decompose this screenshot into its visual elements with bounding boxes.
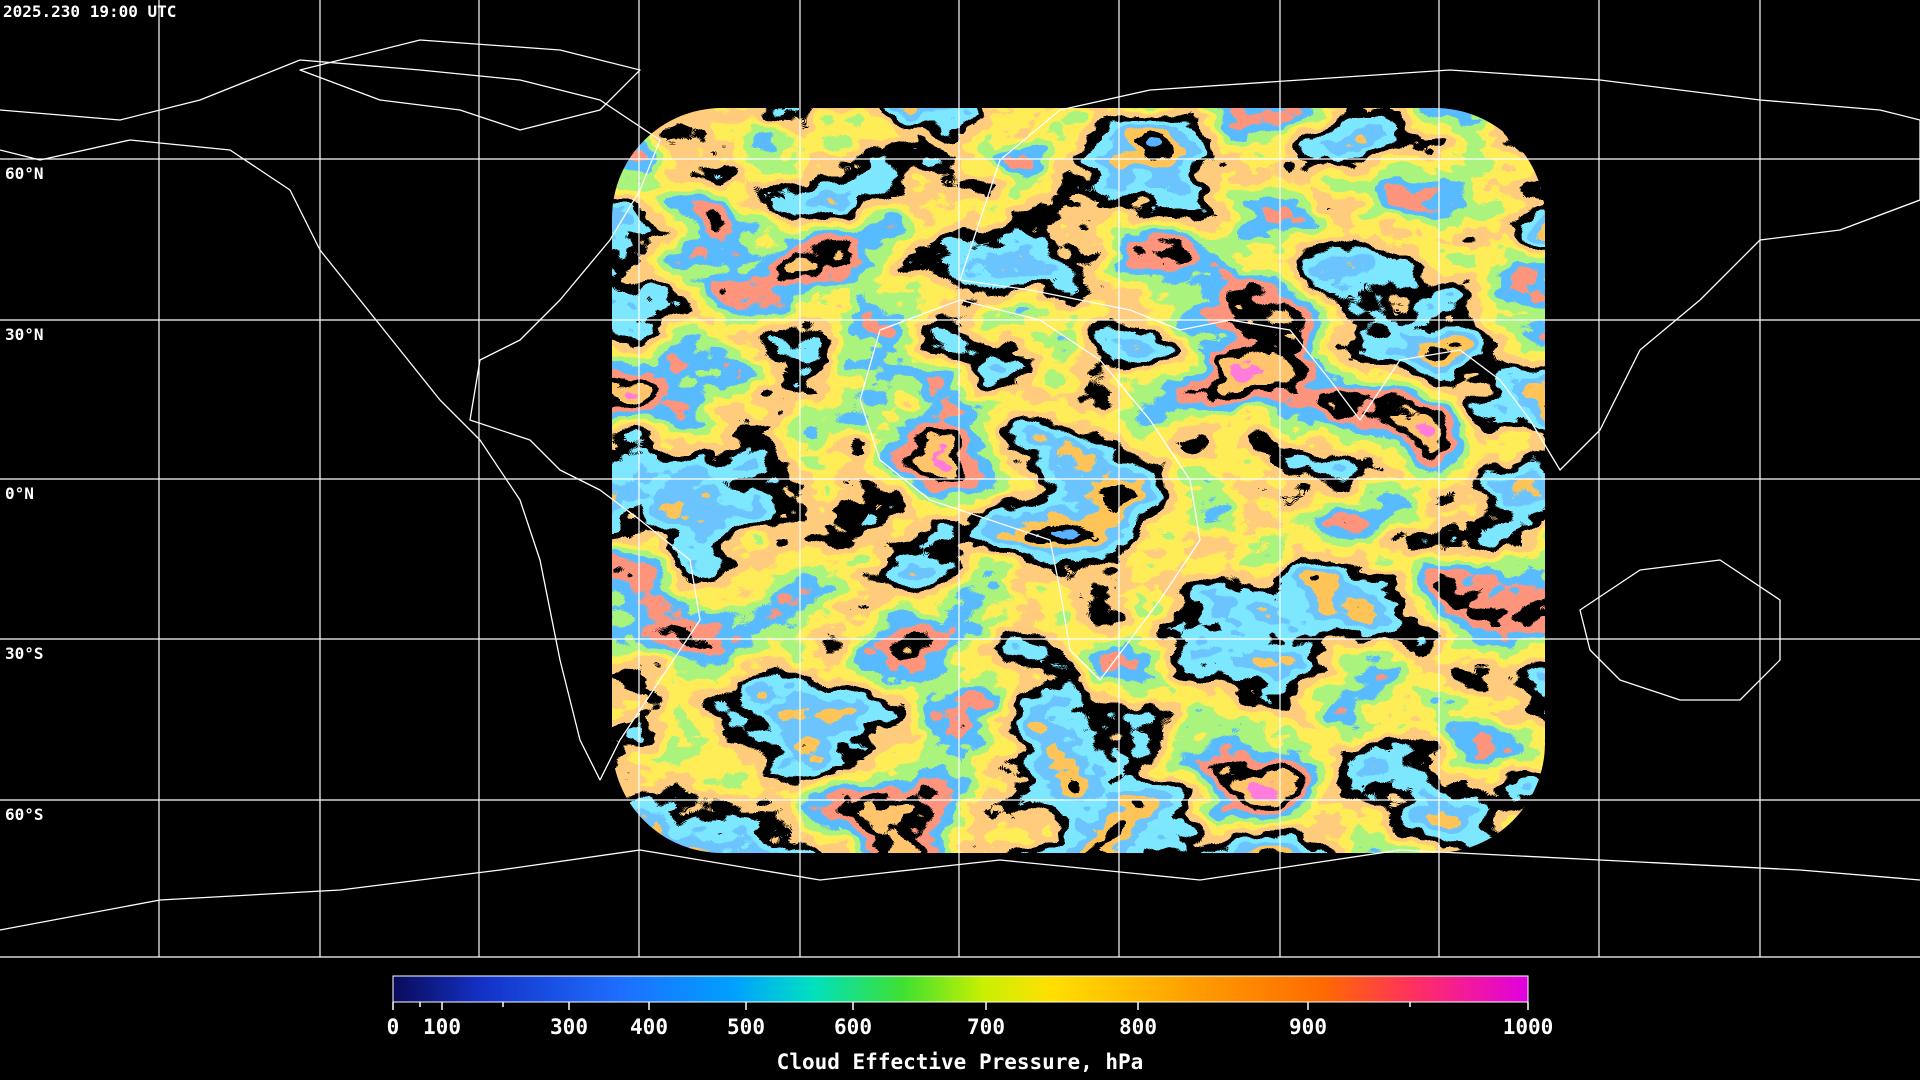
colorbar-tick-label: 400	[630, 1015, 668, 1039]
satellite-data	[612, 108, 1545, 853]
colorbar-labels: 0 100 300 400 500 600 700 800 900 1000	[387, 1015, 1554, 1039]
colorbar-tick-label: 700	[967, 1015, 1005, 1039]
lat-label: 0°N	[5, 484, 34, 503]
graticule	[0, 0, 1920, 958]
lat-label: 30°S	[5, 644, 44, 663]
colorbar-tick-label: 800	[1119, 1015, 1157, 1039]
colorbar-title: Cloud Effective Pressure, hPa	[777, 1050, 1144, 1074]
colorbar-tick-label: 600	[834, 1015, 872, 1039]
colorbar	[392, 975, 1529, 1003]
colorbar-tick-label: 100	[423, 1015, 461, 1039]
colorbar-tick-label: 0	[387, 1015, 400, 1039]
colorbar-tick-label: 500	[727, 1015, 765, 1039]
colorbar-ticks	[392, 1002, 1529, 1010]
colorbar-tick-label: 300	[550, 1015, 588, 1039]
colorbar-tick-label: 1000	[1503, 1015, 1554, 1039]
lat-label: 60°N	[5, 164, 44, 183]
lat-label: 30°N	[5, 325, 44, 344]
timestamp: 2025.230 19:00 UTC	[3, 2, 176, 21]
lat-label: 60°S	[5, 805, 44, 824]
colorbar-tick-label: 900	[1289, 1015, 1327, 1039]
